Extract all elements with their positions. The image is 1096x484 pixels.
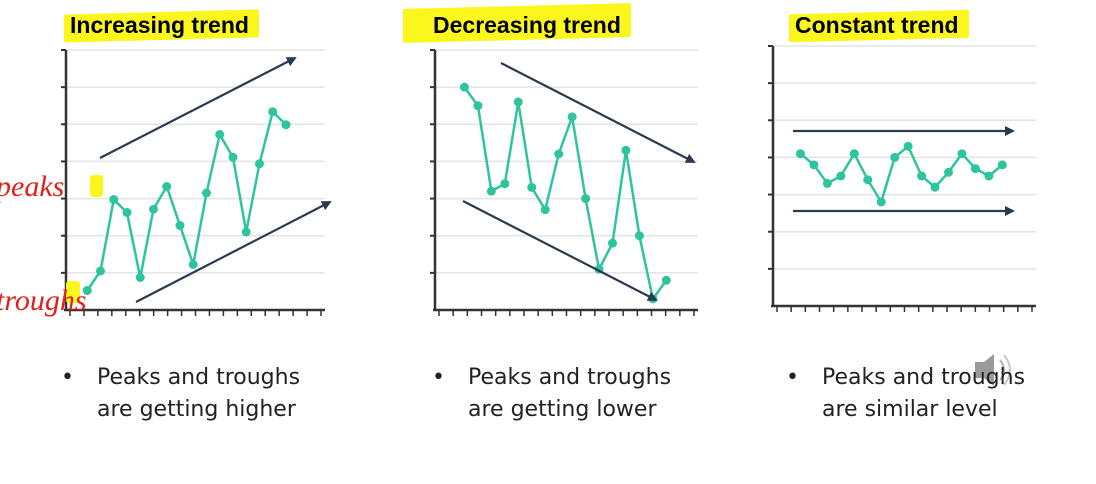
troughs-annotation: troughs (0, 284, 87, 317)
data-point (241, 227, 251, 237)
data-point (822, 178, 832, 188)
data-point (281, 120, 291, 130)
title-decreasing: Decreasing trend (403, 3, 631, 43)
data-point (188, 260, 198, 269)
title-increasing: Increasing trend (64, 9, 259, 43)
data-point (917, 171, 927, 181)
data-point (876, 197, 886, 207)
title-constant: Constant trend (789, 9, 969, 43)
speaker-icon[interactable] (975, 354, 1011, 386)
data-point (809, 160, 819, 170)
data-point (944, 167, 953, 177)
trend-arrow (135, 201, 332, 303)
data-point (500, 179, 510, 189)
data-point (82, 286, 92, 295)
data-point (254, 159, 264, 169)
trend-arrow (99, 57, 297, 159)
data-point (567, 112, 577, 122)
peak-highlight (90, 175, 103, 197)
data-point (795, 149, 805, 159)
series-line (799, 145, 1004, 204)
trough-highlight (66, 281, 80, 303)
data-point (836, 171, 846, 181)
data-point (527, 182, 537, 192)
data-point (608, 238, 617, 248)
bullet-decreasing: • Peaks and troughs are getting lower (432, 365, 672, 422)
data-point (863, 175, 873, 185)
data-point (109, 195, 119, 204)
trend-arrow (462, 200, 658, 301)
data-point (903, 141, 913, 151)
data-point (122, 208, 132, 217)
data-point (215, 130, 225, 139)
series-line (86, 110, 287, 292)
data-point (268, 107, 278, 117)
data-point (459, 82, 469, 92)
data-point (849, 149, 859, 159)
series-line (463, 86, 668, 301)
data-point (984, 171, 994, 181)
data-point (95, 266, 105, 276)
data-point (135, 273, 145, 282)
data-point (970, 164, 980, 174)
data-point (175, 221, 185, 230)
data-point (634, 231, 644, 241)
data-point (540, 205, 550, 215)
data-point (621, 145, 631, 155)
data-point (581, 194, 591, 204)
data-point (148, 204, 158, 214)
data-point (513, 97, 523, 107)
bullet-increasing: • Peaks and troughs are getting higher (61, 365, 301, 422)
data-point (473, 101, 483, 111)
data-point (957, 149, 967, 159)
data-point (930, 182, 940, 192)
data-point (661, 275, 671, 285)
data-point (890, 152, 900, 162)
data-point (162, 182, 172, 191)
trend-arrow (500, 62, 696, 163)
data-point (228, 152, 238, 162)
data-point (201, 188, 211, 198)
data-point (997, 160, 1007, 170)
peaks-annotation: peaks (0, 170, 64, 203)
bullet-constant: • Peaks and troughs are similar level (786, 365, 1026, 422)
data-point (554, 149, 564, 159)
data-point (486, 186, 496, 196)
